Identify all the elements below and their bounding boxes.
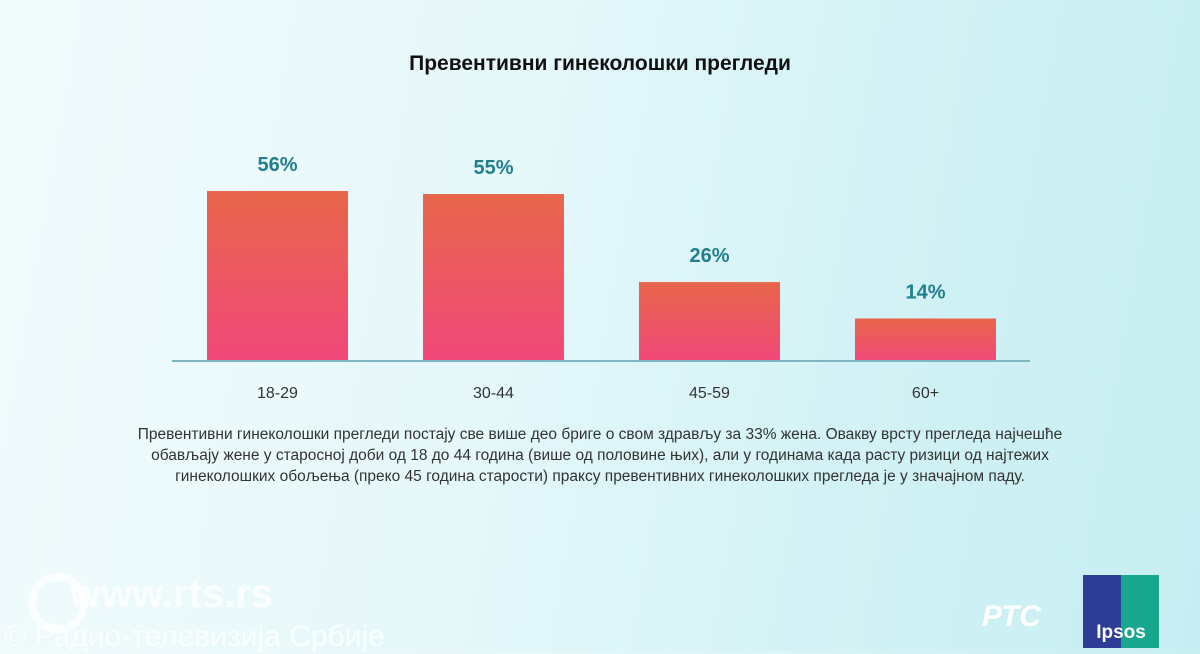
- watermark-site: www.rts.rs: [70, 572, 274, 616]
- bar-60+: [855, 318, 996, 361]
- ipsos-logo-text: Ipsos: [1096, 622, 1146, 643]
- chart-title: Превентивни гинеколошки прегледи: [409, 52, 791, 75]
- data-label: 26%: [689, 245, 729, 267]
- watermark-copyright: © Радио-телевизија Србије: [4, 620, 385, 653]
- chart-caption: Превентивни гинеколошки прегледи постају…: [137, 426, 1063, 485]
- ipsos-logo: Ipsos: [1083, 575, 1159, 648]
- rts-watermark-logo-icon: [28, 573, 88, 633]
- x-tick-label: 60+: [912, 385, 939, 402]
- bar-chart: 56% 18-29 55% 30-44 26% 45-59 14% 60+: [172, 154, 1030, 402]
- x-tick-label: 45-59: [689, 385, 730, 402]
- bar-45-59: [639, 282, 780, 361]
- bar-30-44: [423, 194, 564, 361]
- bar-18-29: [207, 191, 348, 361]
- data-label: 14%: [905, 282, 945, 304]
- data-label: 56%: [257, 154, 297, 176]
- x-tick-label: 18-29: [257, 385, 298, 402]
- x-tick-label: 30-44: [473, 385, 514, 402]
- rts-logo: РТС: [982, 600, 1041, 633]
- data-label: 55%: [473, 157, 513, 179]
